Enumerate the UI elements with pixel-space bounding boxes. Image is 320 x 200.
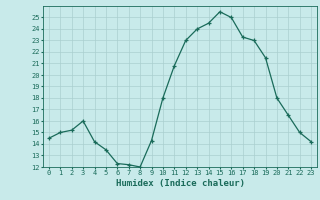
- X-axis label: Humidex (Indice chaleur): Humidex (Indice chaleur): [116, 179, 244, 188]
